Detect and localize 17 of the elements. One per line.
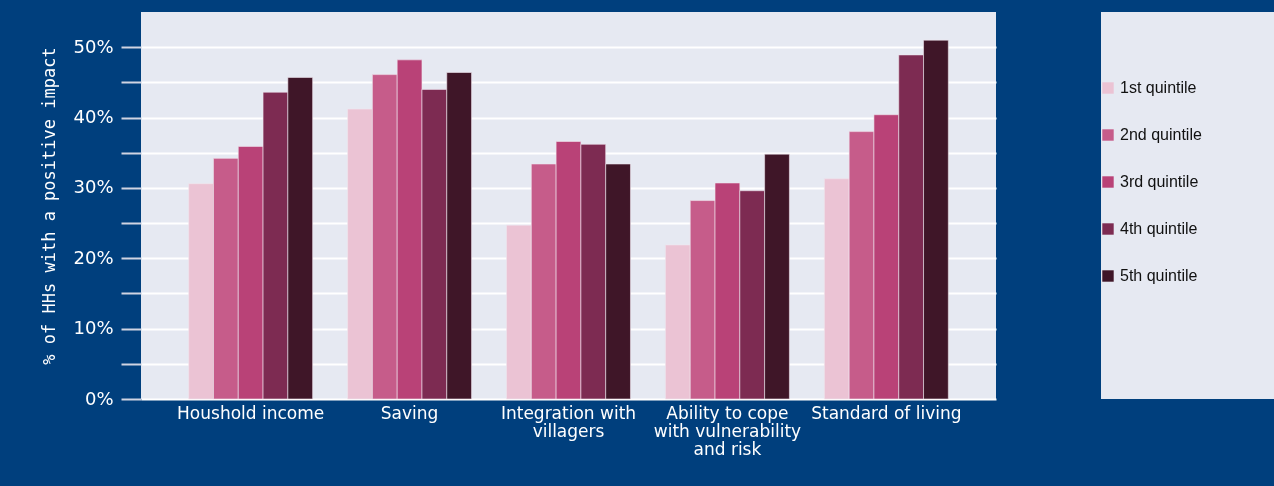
- x-tick-label: Ability to cope with vulnerability and risk: [653, 402, 802, 459]
- y-tick-label: 50%: [73, 35, 114, 57]
- x-tick-label: Saving: [380, 402, 439, 423]
- legend-label: 1st quintile: [1120, 79, 1197, 96]
- x-tick-label: Houshold income: [177, 402, 325, 423]
- legend-label: 3rd quintile: [1120, 173, 1199, 190]
- legend-label: 4th quintile: [1120, 220, 1198, 237]
- y-tick-label: 20%: [73, 246, 114, 268]
- y-tick-label: 0%: [84, 387, 114, 409]
- x-tick-label: Standard of living: [811, 402, 962, 423]
- y-tick-label: 30%: [73, 176, 114, 198]
- legend-label: 2nd quintile: [1120, 126, 1202, 143]
- y-tick-label: 40%: [73, 106, 114, 128]
- y-axis-title: % of HHs with a positive impact: [39, 47, 60, 365]
- x-tick-label: Integration with villagers: [500, 402, 637, 441]
- y-tick-label: 10%: [73, 317, 114, 339]
- legend-label: 5th quintile: [1120, 267, 1198, 284]
